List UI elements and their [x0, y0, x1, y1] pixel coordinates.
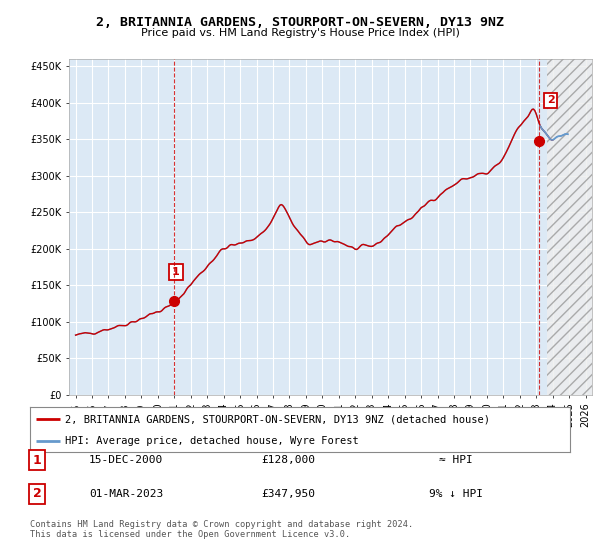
Bar — [547, 59, 592, 395]
Text: Contains HM Land Registry data © Crown copyright and database right 2024.
This d: Contains HM Land Registry data © Crown c… — [30, 520, 413, 539]
Text: 1: 1 — [33, 454, 41, 467]
Text: 2: 2 — [547, 95, 554, 105]
Text: 15-DEC-2000: 15-DEC-2000 — [89, 455, 163, 465]
Text: 1: 1 — [172, 267, 180, 277]
Text: HPI: Average price, detached house, Wyre Forest: HPI: Average price, detached house, Wyre… — [65, 436, 359, 446]
Text: 2, BRITANNIA GARDENS, STOURPORT-ON-SEVERN, DY13 9NZ: 2, BRITANNIA GARDENS, STOURPORT-ON-SEVER… — [96, 16, 504, 29]
Text: £347,950: £347,950 — [261, 489, 315, 499]
Bar — [547, 59, 592, 395]
Text: 9% ↓ HPI: 9% ↓ HPI — [429, 489, 483, 499]
Text: Price paid vs. HM Land Registry's House Price Index (HPI): Price paid vs. HM Land Registry's House … — [140, 28, 460, 38]
Text: ≈ HPI: ≈ HPI — [439, 455, 473, 465]
Text: 01-MAR-2023: 01-MAR-2023 — [89, 489, 163, 499]
Text: 2, BRITANNIA GARDENS, STOURPORT-ON-SEVERN, DY13 9NZ (detached house): 2, BRITANNIA GARDENS, STOURPORT-ON-SEVER… — [65, 414, 490, 424]
Text: £128,000: £128,000 — [261, 455, 315, 465]
Text: 2: 2 — [33, 487, 41, 501]
